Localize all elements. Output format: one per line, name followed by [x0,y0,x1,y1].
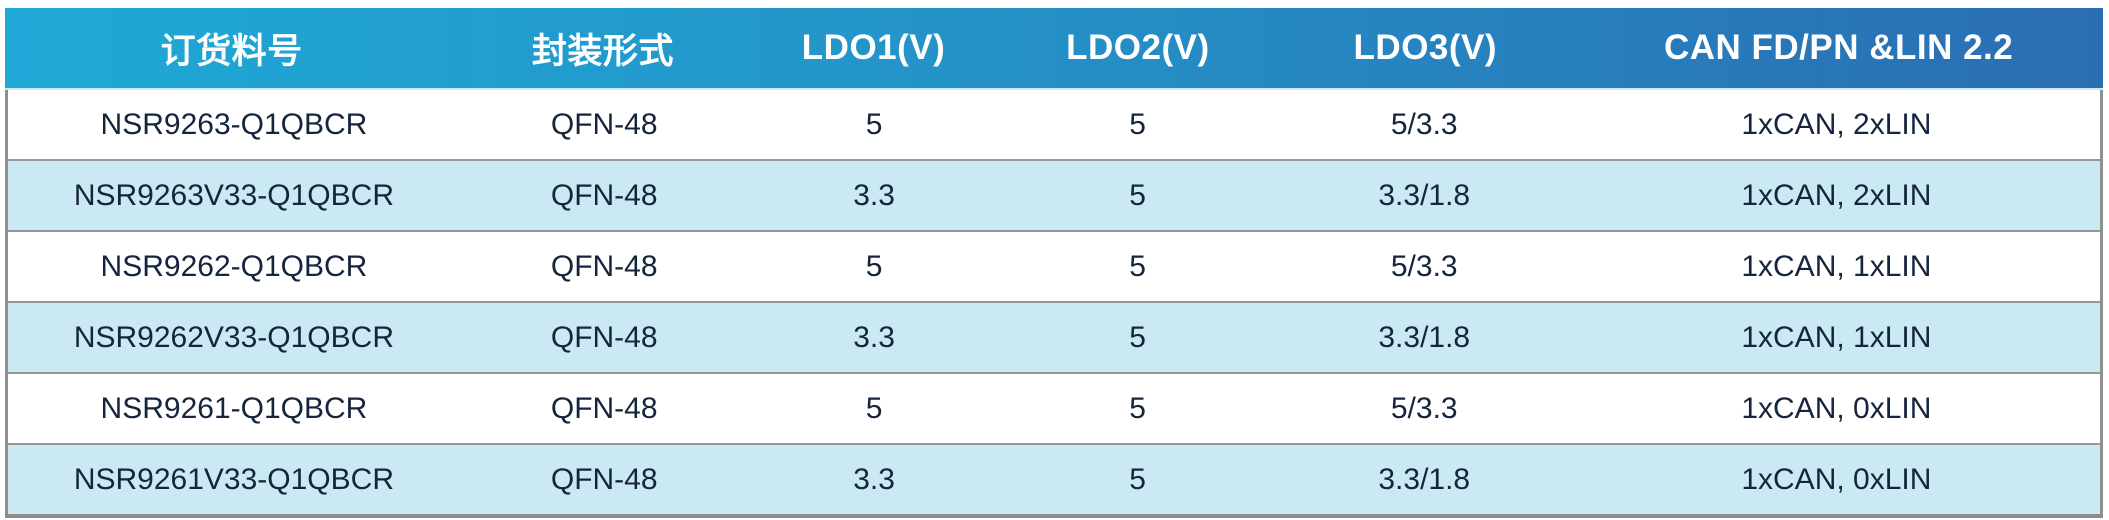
header-package: 封装形式 [531,31,674,71]
cell-part-number: NSR9262-Q1QBCR [100,249,368,283]
cell-part-number: NSR9261-Q1QBCR [100,391,368,425]
cell-ldo2: 5 [1129,320,1146,354]
cell-ldo3: 5/3.3 [1390,249,1458,283]
cell-part-number: NSR9261V33-Q1QBCR [73,462,394,496]
cell-ldo2: 5 [1129,107,1146,141]
cell-can-lin: 1xCAN, 1xLIN [1741,320,1932,354]
cell-ldo1: 3.3 [853,178,895,212]
cell-package: QFN-48 [550,178,658,212]
cell-part-number: NSR9263V33-Q1QBCR [73,178,394,212]
table-header-row: 订货料号 封装形式 LDO1(V) LDO2(V) LDO3(V) CAN FD… [5,8,2103,90]
cell-ldo3: 3.3/1.8 [1378,178,1471,212]
table-body: NSR9263-Q1QBCR QFN-48 5 5 5/3.3 1xCAN, 2… [5,90,2103,518]
cell-package: QFN-48 [550,249,658,283]
cell-ldo3: 3.3/1.8 [1378,320,1471,354]
cell-ldo2: 5 [1129,178,1146,212]
cell-ldo1: 5 [865,107,883,141]
cell-can-lin: 1xCAN, 0xLIN [1741,391,1932,425]
table-row: NSR9261V33-Q1QBCR QFN-48 3.3 5 3.3/1.8 1… [8,443,2100,514]
cell-ldo1: 5 [865,249,883,283]
cell-can-lin: 1xCAN, 2xLIN [1741,178,1932,212]
cell-ldo3: 5/3.3 [1390,391,1458,425]
header-can-lin: CAN FD/PN &LIN 2.2 [1663,28,2014,67]
cell-ldo3: 3.3/1.8 [1378,462,1471,496]
cell-package: QFN-48 [550,462,658,496]
cell-can-lin: 1xCAN, 1xLIN [1741,249,1932,283]
cell-package: QFN-48 [550,391,658,425]
cell-ldo1: 5 [865,391,883,425]
cell-part-number: NSR9263-Q1QBCR [100,107,368,141]
header-ldo2: LDO2(V) [1066,28,1210,67]
table-row: NSR9263V33-Q1QBCR QFN-48 3.3 5 3.3/1.8 1… [8,159,2100,230]
ordering-info-table: 订货料号 封装形式 LDO1(V) LDO2(V) LDO3(V) CAN FD… [5,8,2103,518]
header-part-number: 订货料号 [160,31,303,71]
cell-part-number: NSR9262V33-Q1QBCR [73,320,394,354]
cell-package: QFN-48 [550,320,658,354]
table-row: NSR9263-Q1QBCR QFN-48 5 5 5/3.3 1xCAN, 2… [8,90,2100,159]
header-ldo3: LDO3(V) [1353,28,1498,67]
table-row: NSR9262V33-Q1QBCR QFN-48 3.3 5 3.3/1.8 1… [8,301,2100,372]
table-row: NSR9262-Q1QBCR QFN-48 5 5 5/3.3 1xCAN, 1… [8,230,2100,301]
cell-can-lin: 1xCAN, 2xLIN [1741,107,1932,141]
cell-ldo2: 5 [1129,462,1146,496]
cell-ldo2: 5 [1129,391,1146,425]
cell-can-lin: 1xCAN, 0xLIN [1741,462,1932,496]
cell-package: QFN-48 [550,107,658,141]
cell-ldo3: 5/3.3 [1390,107,1458,141]
cell-ldo2: 5 [1129,249,1146,283]
cell-ldo1: 3.3 [853,320,895,354]
cell-ldo1: 3.3 [853,462,895,496]
header-ldo1: LDO1(V) [801,28,946,67]
table-row: NSR9261-Q1QBCR QFN-48 5 5 5/3.3 1xCAN, 0… [8,372,2100,443]
